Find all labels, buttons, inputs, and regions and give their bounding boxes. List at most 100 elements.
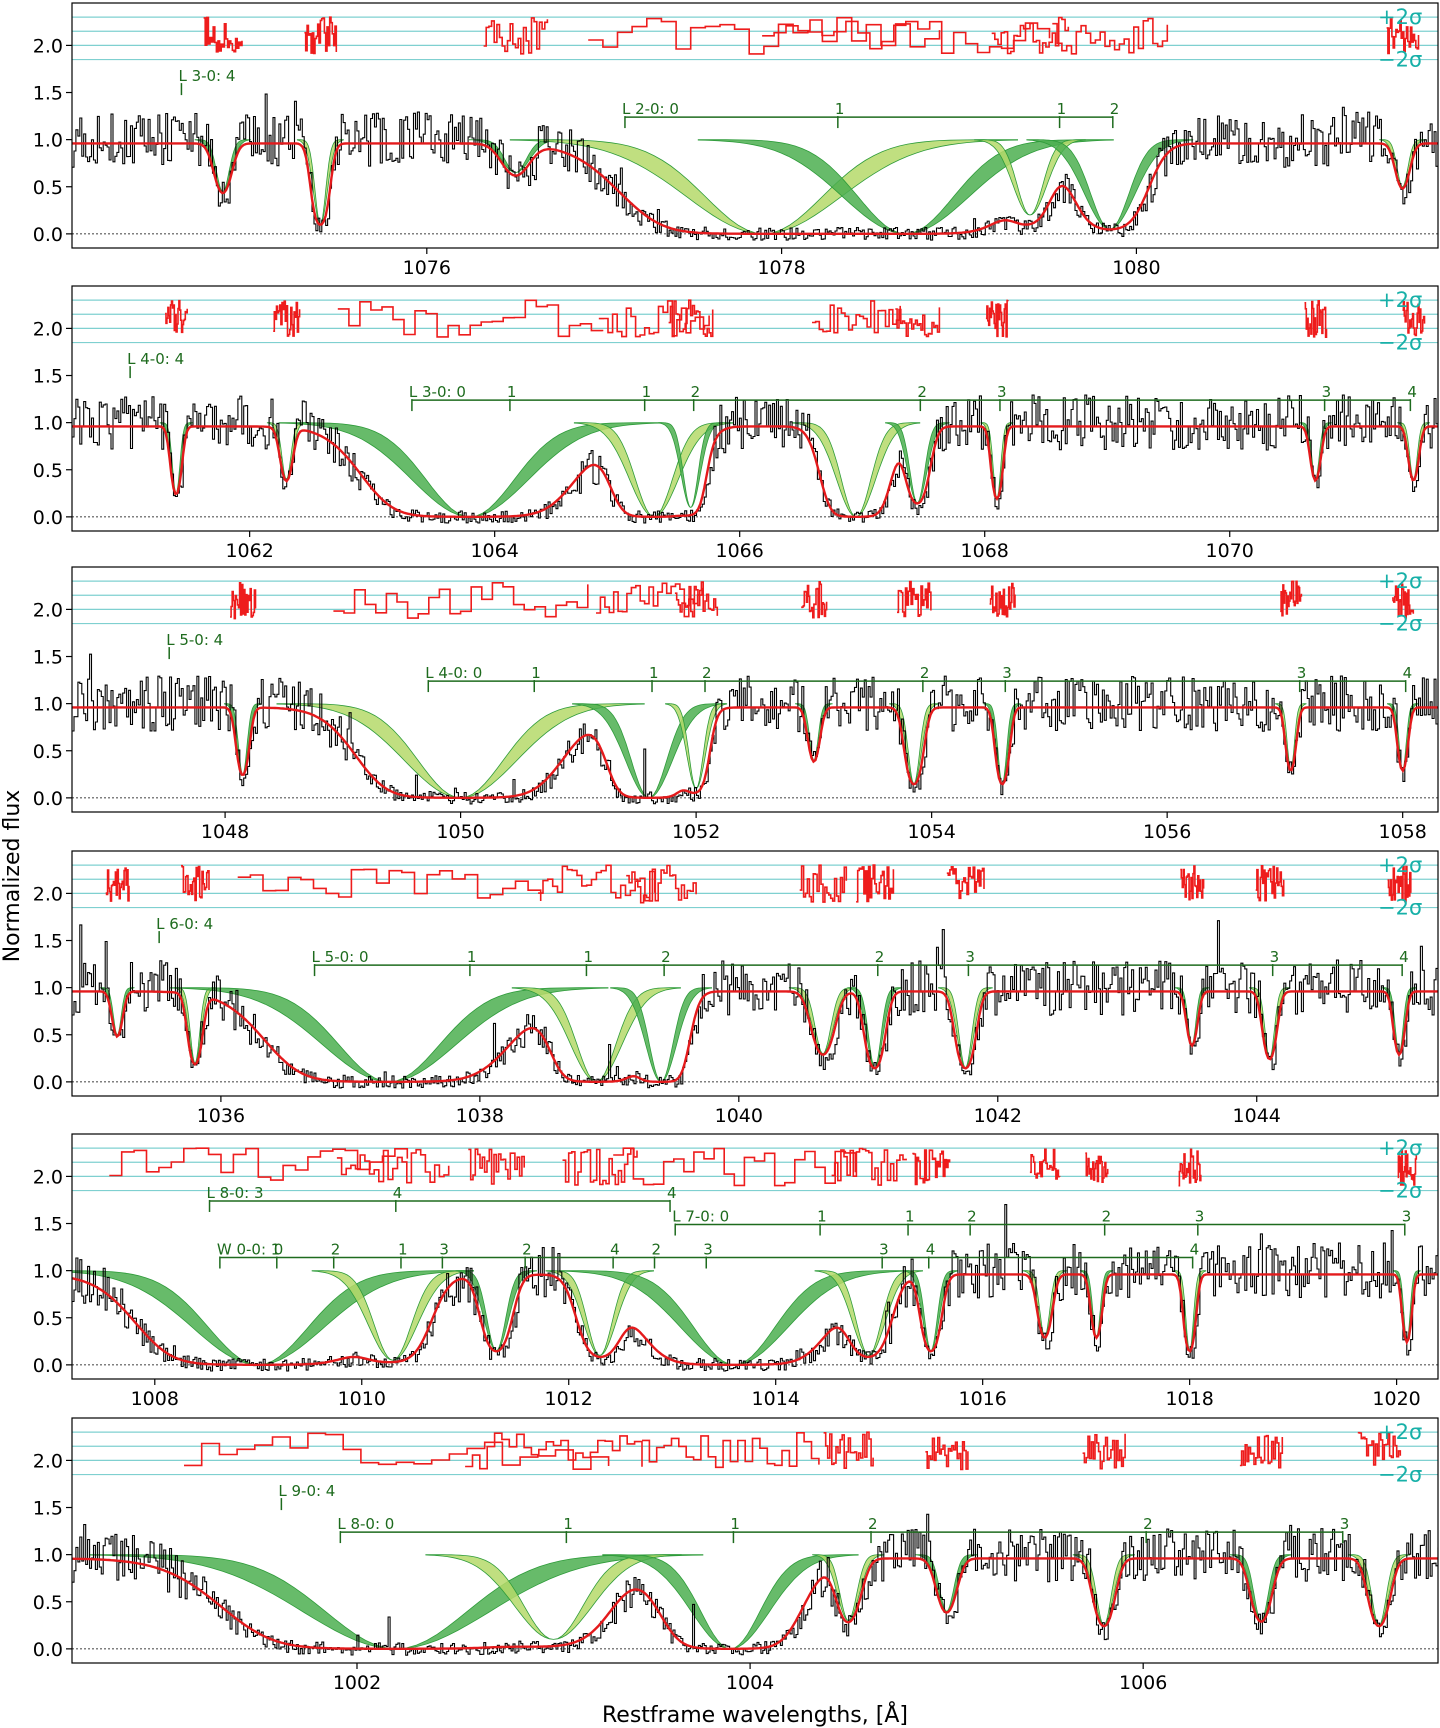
- component-band: [814, 1270, 923, 1356]
- residual-segment: [1085, 1152, 1109, 1183]
- residual-segment: [895, 307, 941, 338]
- panel-frame: [71, 285, 1439, 532]
- residual-segment: [674, 581, 719, 618]
- observed-spectrum: [72, 653, 1438, 805]
- y-tick-label: 1.0: [33, 694, 63, 716]
- component-band: [311, 1270, 474, 1361]
- x-tick-label: 1042: [974, 1105, 1022, 1127]
- residual-segment: [1392, 583, 1415, 619]
- line-id-label: 3: [965, 948, 975, 966]
- line-id-label: L 7-0: 0: [672, 1208, 729, 1226]
- line-id-label: 4: [926, 1241, 936, 1259]
- y-tick-label: 1.5: [33, 83, 63, 105]
- x-tick-label: 1008: [131, 1388, 179, 1410]
- line-id-label: 3: [1402, 1208, 1412, 1226]
- y-tick-label: 1.0: [33, 413, 63, 435]
- line-id-label: 4: [1407, 383, 1417, 401]
- model-profile: [72, 1273, 1438, 1366]
- residual-segment: [991, 16, 1070, 55]
- residual-segment: [333, 582, 589, 619]
- plot-area: L 5-0: 4 L 4-0: 0 1 1 2 2 3 3 4: [72, 580, 1438, 805]
- component-band: [665, 703, 728, 789]
- x-tick-label: 1056: [1143, 821, 1191, 843]
- residual-segment: [985, 299, 1009, 338]
- residual-segment: [181, 864, 210, 902]
- component-band: [89, 1554, 704, 1650]
- line-id-label: 4: [667, 1184, 677, 1202]
- line-id-label: 1: [905, 1208, 915, 1226]
- component-band: [425, 1554, 682, 1640]
- y-tick-label: 1.5: [33, 647, 63, 669]
- panel-frame: [71, 2, 1439, 249]
- y-tick-label: 0.0: [33, 224, 63, 246]
- y-tick-label: 0.5: [33, 460, 63, 482]
- x-tick-label: 1052: [672, 821, 720, 843]
- line-id-label: 2: [875, 948, 885, 966]
- line-id-label: 3: [879, 1241, 889, 1259]
- residual-segment: [483, 17, 549, 55]
- line-id-label: L 5-0: 4: [166, 631, 223, 649]
- residual-segment: [468, 1148, 525, 1185]
- residual-segment: [1304, 300, 1328, 338]
- line-id-label: 2: [1110, 100, 1120, 118]
- y-tick-label: 0.0: [33, 507, 63, 529]
- y-tick-label: 0.5: [33, 1308, 63, 1330]
- component-band: [792, 422, 921, 518]
- x-tick-label: 1062: [225, 540, 273, 562]
- component-band: [509, 139, 1018, 235]
- line-id-label: 3: [1297, 664, 1307, 682]
- line-id-label: 2: [967, 1208, 977, 1226]
- line-id-label: 1: [563, 1515, 573, 1533]
- y-tick-label: 2.0: [33, 883, 63, 905]
- residual-segment: [596, 582, 703, 618]
- observed-spectrum: [72, 394, 1438, 524]
- minus-two-sigma-label: −2σ: [1378, 612, 1422, 636]
- line-id-label: 2: [920, 664, 930, 682]
- plot-area: L 4-0: 4 L 3-0: 0 1 1 2 2 3 3 4: [72, 299, 1438, 524]
- plus-two-sigma-label: +2σ: [1378, 288, 1422, 312]
- x-tick-label: 1068: [961, 540, 1009, 562]
- line-id-label: 3: [1270, 948, 1280, 966]
- y-tick-label: 1.0: [33, 1545, 63, 1567]
- x-tick-label: 1076: [403, 257, 451, 279]
- x-tick-label: 1020: [1372, 1388, 1420, 1410]
- plus-two-sigma-label: +2σ: [1378, 1420, 1422, 1444]
- component-band: [1026, 139, 1194, 230]
- line-id-label: 2: [868, 1515, 878, 1533]
- residual-segment: [598, 300, 710, 338]
- line-id-label: 1: [817, 1208, 827, 1226]
- residual-segment: [237, 868, 542, 901]
- x-tick-label: 1014: [752, 1388, 800, 1410]
- plus-two-sigma-label: +2σ: [1378, 569, 1422, 593]
- y-tick-label: 0.5: [33, 741, 63, 763]
- residual-segment: [1052, 17, 1169, 55]
- component-band: [602, 1554, 859, 1650]
- residual-segment: [1255, 865, 1285, 902]
- x-tick-label: 1040: [715, 1105, 763, 1127]
- observed-spectrum: [72, 1204, 1438, 1372]
- panel-3: L 5-0: 4 L 4-0: 0 1 1 2 2 3 3 4 +2σ −2σ 0.0 0.5 1.0 1.…: [33, 566, 1439, 843]
- line-id-label: 3: [1002, 664, 1012, 682]
- residual-segment: [912, 1149, 951, 1186]
- model-profile: [72, 990, 1438, 1083]
- residual-segment: [762, 19, 1051, 54]
- y-tick-label: 1.5: [33, 1498, 63, 1520]
- y-tick-label: 2.0: [33, 1450, 63, 1472]
- model-profile: [72, 1557, 1438, 1650]
- residual-segment: [897, 580, 932, 618]
- x-tick-label: 1018: [1165, 1388, 1213, 1410]
- line-id-label: W 0-0: 1: [217, 1241, 280, 1259]
- plus-two-sigma-label: +2σ: [1378, 1136, 1422, 1160]
- y-tick-label: 0.0: [33, 788, 63, 810]
- x-tick-label: 1044: [1233, 1105, 1281, 1127]
- observed-spectrum: [72, 1513, 1438, 1656]
- x-tick-label: 1078: [757, 257, 805, 279]
- line-id-label: 2: [1102, 1208, 1112, 1226]
- panel-1: L 3-0: 4 L 2-0: 0 1 1 2 +2σ −2σ 0.0 0.5 1.0 1.5 2.0…: [33, 2, 1439, 279]
- plot-area: L 8-0: 3 4 4L 7-0: 0 1 1 2 2 3 3W 0-0: 10 2 1 3 2 4 2 3…: [72, 1147, 1438, 1372]
- x-tick-label: 1004: [726, 1672, 774, 1694]
- residual-segment: [1178, 1148, 1202, 1187]
- line-id-label: 2: [1143, 1515, 1153, 1533]
- y-axis-label: Normalized flux: [0, 790, 25, 963]
- panel-frame: [71, 566, 1439, 813]
